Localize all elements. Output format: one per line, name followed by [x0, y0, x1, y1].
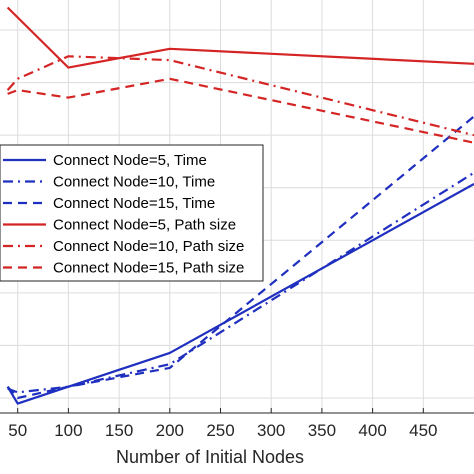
axes	[0, 408, 474, 414]
x-tick-label-5: 300	[257, 421, 285, 440]
x-tick-label-6: 350	[308, 421, 336, 440]
legend-label-2: Connect Node=15, Time	[53, 195, 215, 212]
legend-label-5: Connect Node=15, Path size	[53, 260, 244, 277]
series-line-3	[6, 6, 474, 69]
legend-label-4: Connect Node=10, Path size	[53, 238, 244, 255]
series-line-5	[7, 77, 474, 144]
legend-box	[0, 144, 264, 282]
series-line-2	[6, 115, 474, 400]
x-tick-label-8: 450	[409, 421, 437, 440]
x-tick-label-1: 100	[54, 421, 82, 440]
x-tick-label-4: 250	[206, 421, 234, 440]
series-lines	[6, 6, 474, 405]
x-axis-title: Number of Initial Nodes	[116, 447, 304, 467]
x-tick-label-7: 400	[358, 421, 386, 440]
legend-label-0: Connect Node=5, Time	[53, 152, 207, 169]
x-tick-label-2: 150	[105, 421, 133, 440]
x-tick-labels: 50 100 150 200 250 300 350 400 450	[8, 421, 437, 440]
legend-label-1: Connect Node=10, Time	[53, 174, 215, 191]
x-tick-label-3: 200	[156, 421, 184, 440]
series-line-1	[7, 171, 474, 394]
series-line-4	[6, 55, 474, 137]
legend: Connect Node=5, Time Connect Node=10, Tim…	[0, 144, 264, 282]
x-tick-label-0: 50	[8, 421, 27, 440]
legend-label-3: Connect Node=5, Path size	[53, 217, 236, 234]
